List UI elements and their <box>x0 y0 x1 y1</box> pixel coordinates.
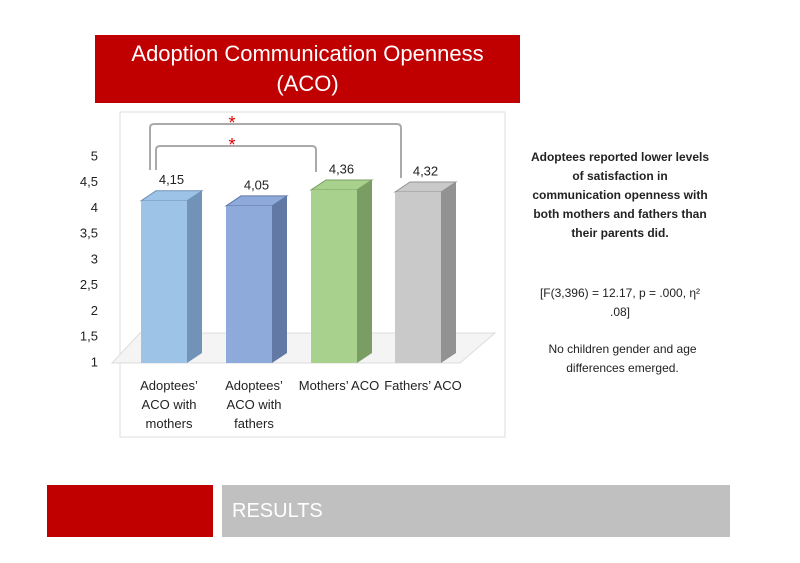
bar-side <box>187 190 202 363</box>
y-tick-label: 4 <box>91 200 98 215</box>
bar-side <box>357 179 372 363</box>
note: [F(3,396) = 12.17, p = .000, η² .08] <box>539 286 701 319</box>
value-label: 4,15 <box>159 172 184 187</box>
significance: * <box>228 135 235 155</box>
note: Adoptees reported lower levels of satisf… <box>530 150 710 240</box>
bracket <box>149 123 402 178</box>
section-label: RESULTS <box>232 500 323 522</box>
y-tick-label: 3,5 <box>80 226 98 241</box>
note: No children gender and age differences e… <box>548 342 697 375</box>
x-tick-label: Adoptees’ ACO with fathers <box>225 378 283 431</box>
bar <box>226 205 272 363</box>
y-tick-label: 5 <box>91 148 98 163</box>
bracket <box>155 145 317 172</box>
y-tick-label: 4,5 <box>80 174 98 189</box>
y-tick-label: 1,5 <box>80 329 98 344</box>
x-tick-label: Mothers’ ACO <box>298 378 380 393</box>
bar <box>395 192 441 363</box>
footer-accent <box>47 485 213 537</box>
bar <box>141 200 187 363</box>
chart-title: Adoption Communication Openness (ACO) <box>131 41 484 96</box>
bar <box>311 189 357 363</box>
value-label: 4,05 <box>244 177 269 192</box>
significance: * <box>228 113 235 133</box>
y-tick-label: 2 <box>91 303 98 318</box>
y-tick-label: 1 <box>91 354 98 369</box>
y-tick-label: 3 <box>91 251 98 266</box>
bar-side <box>441 182 456 363</box>
x-tick-label: Fathers’ ACO <box>384 378 462 393</box>
value-label: 4,32 <box>413 163 438 178</box>
value-label: 4,36 <box>329 161 354 176</box>
x-tick-label: Adoptees’ ACO with mothers <box>140 378 198 431</box>
bar-side <box>272 195 287 363</box>
footer-bar: RESULTS <box>222 485 730 537</box>
y-tick-label: 2,5 <box>80 277 98 292</box>
title-box: Adoption Communication Openness (ACO) <box>95 35 520 103</box>
